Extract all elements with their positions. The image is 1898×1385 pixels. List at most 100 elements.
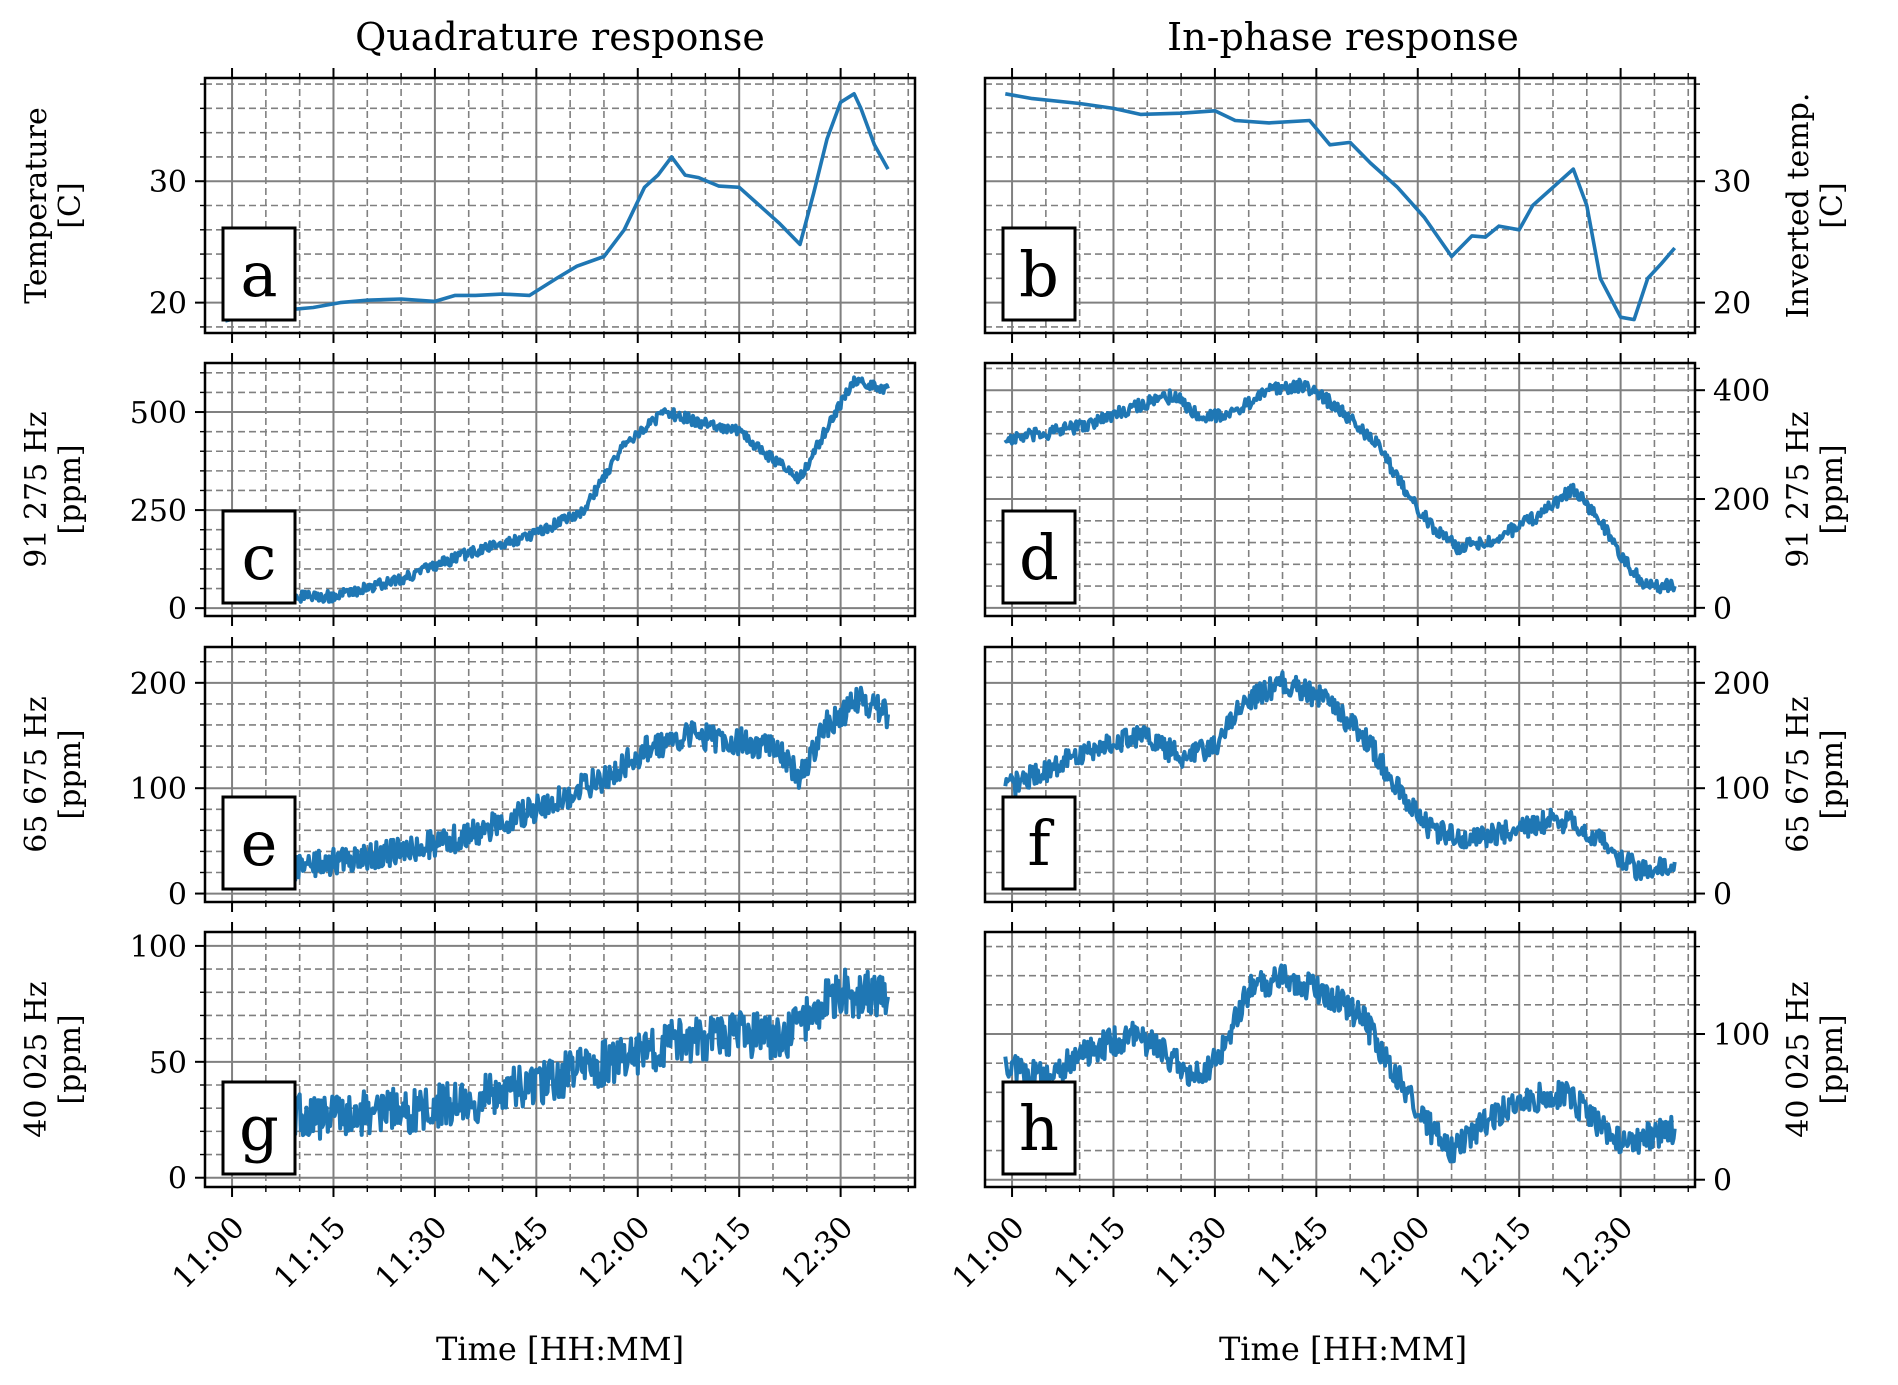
y-axis-label: 40 025 Hz[ppm] (19, 981, 88, 1137)
y-tick-label: 100 (130, 930, 187, 965)
y-axis-label-line: [ppm] (53, 1014, 88, 1104)
y-axis-label-line: [C] (1815, 182, 1850, 228)
series-line-f (1003, 670, 1677, 882)
axes-frame (203, 930, 917, 1189)
y-tick-label: 0 (1713, 878, 1732, 913)
x-tick-label: 11:45 (470, 1210, 556, 1296)
x-tick-label: 12:30 (774, 1210, 860, 1296)
panel-label-box (1001, 795, 1077, 891)
y-tick-label: 200 (1713, 667, 1770, 702)
axes-frame (203, 645, 917, 904)
y-tick-label: 100 (130, 772, 187, 807)
panel-label: h (1019, 1092, 1059, 1165)
y-tick-label: 30 (149, 165, 187, 200)
axes-frame (983, 645, 1697, 904)
axes-frame (983, 361, 1697, 618)
y-axis-label-line: [ppm] (1815, 1014, 1850, 1104)
x-tick-label: 11:00 (946, 1210, 1032, 1296)
panel-label-box (1001, 226, 1077, 322)
panel-label: f (1028, 807, 1055, 880)
y-axis-label-line: [ppm] (53, 729, 88, 819)
y-tick-label: 50 (149, 1046, 187, 1081)
panel-label: b (1019, 238, 1059, 311)
x-tick-label: 11:15 (1047, 1210, 1133, 1296)
axes-frame (203, 361, 917, 618)
series-line-d (1003, 377, 1677, 595)
x-tick-label: 11:15 (267, 1210, 353, 1296)
left-x-axis-label: Time [HH:MM] (436, 1330, 684, 1368)
y-tick-label: 250 (130, 494, 187, 529)
series-line-a (224, 92, 890, 323)
panel-label: d (1019, 521, 1059, 594)
panel-c: 0 250 500 91 275 Hz[ppm] c (19, 353, 917, 627)
y-tick-label: 30 (1713, 165, 1751, 200)
panel-label-box (1001, 1080, 1077, 1176)
series-line-h (1003, 963, 1677, 1164)
y-tick-label: 200 (1713, 483, 1770, 518)
y-axis-label: Temperature[C] (19, 107, 88, 304)
y-axis-label: 65 675 Hz[ppm] (19, 696, 88, 852)
y-axis-label: 65 675 Hz[ppm] (1781, 696, 1850, 852)
x-tick-label: 12:15 (673, 1210, 759, 1296)
x-tick-label: 11:00 (166, 1210, 252, 1296)
y-axis-label-line: [ppm] (1815, 444, 1850, 534)
y-axis-label: 40 025 Hz[ppm] (1781, 981, 1850, 1137)
y-axis-label-line: 91 275 Hz (1781, 411, 1816, 567)
y-axis-label-line: 65 675 Hz (1781, 696, 1816, 852)
panel-label: e (241, 807, 278, 880)
x-tick-label: 11:45 (1250, 1210, 1336, 1296)
x-tick-label: 11:30 (1149, 1210, 1235, 1296)
panel-label-box (221, 509, 297, 605)
x-tick-label: 12:15 (1453, 1210, 1539, 1296)
y-tick-label: 100 (1713, 772, 1770, 807)
panel-g: 0 50 100 40 025 Hz[ppm] g 11:00 11:15 11:30 11:4… (19, 922, 917, 1296)
y-axis-label-line: 91 275 Hz (19, 411, 54, 567)
y-axis-label-line: [ppm] (53, 444, 88, 534)
y-tick-label: 20 (149, 287, 187, 322)
y-tick-label: 0 (168, 592, 187, 627)
panel-label-box (221, 1080, 297, 1176)
y-axis-label-line: [ppm] (1815, 729, 1850, 819)
y-tick-label: 0 (168, 1162, 187, 1197)
panel-label-box (221, 226, 297, 322)
left-column-title: Quadrature response (355, 15, 765, 59)
y-axis-label-line: Temperature (19, 107, 54, 304)
y-tick-label: 0 (168, 878, 187, 913)
panel-e: 0 100 200 65 675 Hz[ppm] e (19, 637, 917, 913)
y-axis-label-line: Inverted temp. (1781, 93, 1816, 319)
x-tick-label: 11:30 (369, 1210, 455, 1296)
panel-d: 0 200 400 91 275 Hz[ppm] d (983, 353, 1850, 627)
series-line-b (1004, 92, 1677, 322)
y-axis-label: 91 275 Hz[ppm] (1781, 411, 1850, 567)
y-tick-label: 100 (1713, 1018, 1770, 1053)
x-tick-label: 12:00 (572, 1210, 658, 1296)
series-line-g (243, 967, 890, 1150)
y-tick-label: 20 (1713, 287, 1751, 322)
panel-f: 0 100 200 65 675 Hz[ppm] f (983, 637, 1850, 913)
axes-frame (983, 930, 1697, 1189)
series-line-c (277, 375, 890, 604)
y-axis-label-line: 65 675 Hz (19, 696, 54, 852)
panel-label-box (1001, 509, 1077, 605)
right-column-title: In-phase response (1167, 15, 1519, 59)
y-tick-label: 0 (1713, 1164, 1732, 1199)
x-tick-label: 12:00 (1352, 1210, 1438, 1296)
panel-label: g (239, 1092, 279, 1165)
y-tick-label: 0 (1713, 592, 1732, 627)
series-line-e (264, 685, 890, 887)
y-axis-label-line: 40 025 Hz (19, 981, 54, 1137)
y-tick-label: 400 (1713, 374, 1770, 409)
panel-a: 20 30 Temperature[C] a (19, 68, 917, 343)
y-tick-label: 500 (130, 396, 187, 431)
panel-b: 20 30 Inverted temp.[C] b (983, 68, 1850, 343)
right-x-axis-label: Time [HH:MM] (1219, 1330, 1467, 1368)
panel-label: c (242, 521, 277, 594)
y-axis-label-line: 40 025 Hz (1781, 981, 1816, 1137)
y-axis-label: Inverted temp.[C] (1781, 93, 1850, 319)
y-tick-label: 200 (130, 667, 187, 702)
y-axis-label: 91 275 Hz[ppm] (19, 411, 88, 567)
y-axis-label-line: [C] (53, 182, 88, 228)
